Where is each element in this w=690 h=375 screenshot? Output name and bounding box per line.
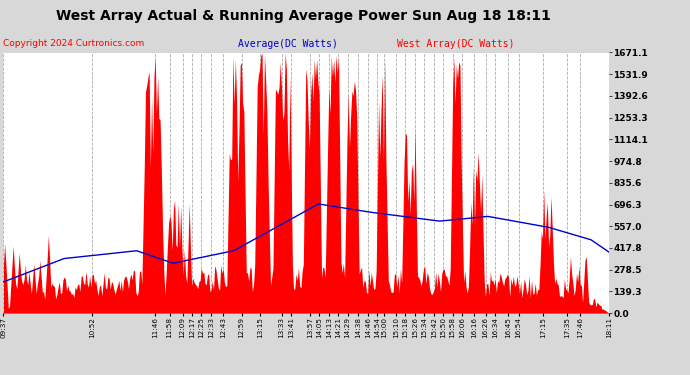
Text: West Array Actual & Running Average Power Sun Aug 18 18:11: West Array Actual & Running Average Powe… [56, 9, 551, 23]
Text: Copyright 2024 Curtronics.com: Copyright 2024 Curtronics.com [3, 39, 145, 48]
Text: Average(DC Watts): Average(DC Watts) [238, 39, 338, 50]
Text: West Array(DC Watts): West Array(DC Watts) [397, 39, 514, 50]
